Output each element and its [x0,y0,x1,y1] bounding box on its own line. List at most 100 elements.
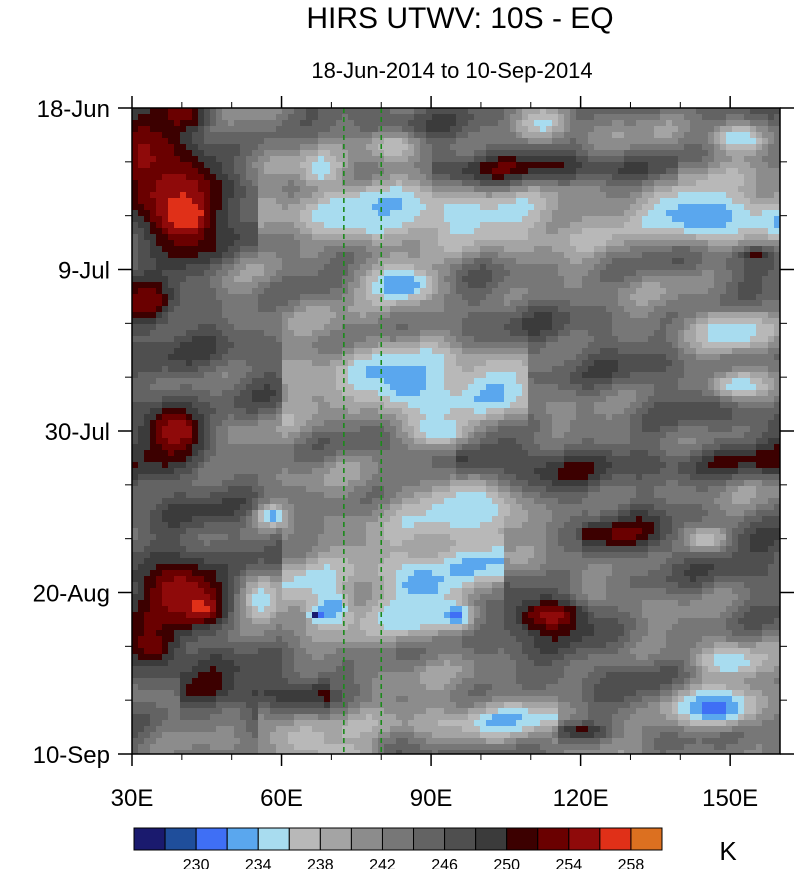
heatmap-cell [654,228,661,235]
heatmap-cell [222,234,229,241]
heatmap-cell [222,180,229,187]
heatmap-cell [678,228,685,235]
heatmap-cell [414,210,421,217]
heatmap-cell [402,210,409,217]
heatmap-cell [156,288,163,295]
heatmap-cell [534,162,541,169]
heatmap-cell [144,126,151,133]
heatmap-cell [768,228,775,235]
heatmap-cell [534,306,541,313]
heatmap-cell [324,282,331,289]
heatmap-cell [642,204,649,211]
heatmap-cell [246,144,253,151]
heatmap-cell [696,342,703,349]
heatmap-cell [714,264,721,271]
heatmap-cell [564,360,571,367]
heatmap-cell [360,342,367,349]
heatmap-cell [648,252,655,259]
heatmap-cell [342,168,349,175]
heatmap-cell [396,306,403,313]
heatmap-cell [750,360,757,367]
heatmap-cell [312,378,319,385]
heatmap-cell [600,258,607,265]
heatmap-cell [198,180,205,187]
heatmap-cell [234,144,241,151]
heatmap-cell [678,144,685,151]
heatmap-cell [510,240,517,247]
heatmap-cell [138,126,145,133]
heatmap-cell [192,366,199,373]
heatmap-cell [348,336,355,343]
heatmap-cell [666,294,673,301]
heatmap-cell [678,378,685,385]
heatmap-cell [198,198,205,205]
heatmap-cell [144,354,151,361]
heatmap-cell [210,246,217,253]
heatmap-cell [726,330,733,337]
heatmap-cell [258,348,265,355]
heatmap-cell [672,258,679,265]
heatmap-cell [738,378,745,385]
heatmap-cell [312,168,319,175]
heatmap-cell [666,216,673,223]
heatmap-cell [666,354,673,361]
heatmap-cell [300,372,307,379]
heatmap-cell [558,342,565,349]
heatmap-cell [576,294,583,301]
heatmap-cell [168,294,175,301]
heatmap-cell [696,372,703,379]
heatmap-cell [354,366,361,373]
heatmap-cell [444,156,451,163]
heatmap-cell [306,144,313,151]
heatmap-cell [516,354,523,361]
heatmap-cell [342,108,349,115]
heatmap-cell [630,270,637,277]
heatmap-cell [486,288,493,295]
heatmap-cell [498,246,505,253]
heatmap-cell [636,168,643,175]
heatmap-cell [708,234,715,241]
heatmap-cell [648,150,655,157]
heatmap-cell [204,144,211,151]
heatmap-cell [264,342,271,349]
heatmap-cell [396,246,403,253]
heatmap-cell [390,360,397,367]
heatmap-cell [402,306,409,313]
heatmap-cell [504,306,511,313]
heatmap-cell [498,294,505,301]
heatmap-cell [672,210,679,217]
heatmap-cell [624,120,631,127]
heatmap-cell [438,150,445,157]
heatmap-cell [708,204,715,211]
heatmap-cell [372,120,379,127]
heatmap-cell [150,288,157,295]
heatmap-cell [396,162,403,169]
heatmap-cell [204,240,211,247]
heatmap-cell [174,192,181,199]
heatmap-cell [474,174,481,181]
heatmap-cell [684,342,691,349]
heatmap-cell [474,312,481,319]
heatmap-cell [600,216,607,223]
heatmap-cell [288,336,295,343]
heatmap-cell [636,372,643,379]
heatmap-cell [642,372,649,379]
heatmap-cell [432,108,439,115]
heatmap-cell [600,330,607,337]
heatmap-cell [192,276,199,283]
heatmap-cell [192,258,199,265]
heatmap-cell [162,312,169,319]
heatmap-cell [690,336,697,343]
heatmap-cell [156,378,163,385]
heatmap-cell [450,288,457,295]
heatmap-cell [702,144,709,151]
heatmap-cell [720,288,727,295]
heatmap-cell [390,144,397,151]
heatmap-cell [672,144,679,151]
heatmap-cell [480,216,487,223]
heatmap-cell [138,318,145,325]
heatmap-cell [300,228,307,235]
heatmap-cell [216,336,223,343]
heatmap-cell [318,366,325,373]
heatmap-cell [366,276,373,283]
